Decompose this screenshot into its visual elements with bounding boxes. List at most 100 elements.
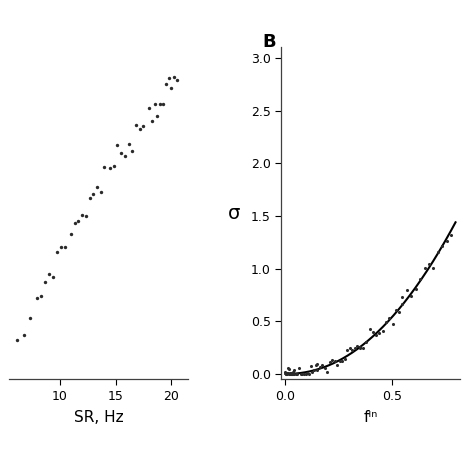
Point — [300, 370, 308, 378]
Point — [438, 242, 446, 249]
Point — [363, 338, 370, 346]
Point — [290, 366, 298, 374]
Point — [46, 270, 53, 278]
Point — [421, 264, 428, 272]
Point — [382, 318, 390, 326]
Point — [54, 248, 61, 255]
Point — [288, 370, 296, 378]
Point — [283, 369, 291, 377]
Point — [319, 361, 326, 369]
Point — [90, 191, 97, 198]
Point — [284, 369, 292, 377]
Point — [392, 306, 400, 314]
Point — [344, 346, 351, 354]
Point — [86, 194, 93, 201]
Point — [290, 370, 298, 378]
Point — [399, 300, 406, 308]
X-axis label: SR, Hz: SR, Hz — [74, 410, 124, 425]
Point — [443, 237, 451, 245]
Point — [302, 370, 310, 378]
Point — [313, 361, 321, 368]
Point — [412, 285, 419, 293]
Point — [71, 219, 78, 227]
Point — [369, 328, 377, 336]
Point — [351, 345, 359, 352]
Point — [50, 273, 57, 281]
Point — [447, 231, 455, 238]
Point — [154, 112, 161, 120]
Point — [114, 142, 121, 149]
Point — [346, 344, 354, 352]
Point — [106, 164, 114, 172]
Point — [385, 314, 393, 322]
Point — [323, 369, 331, 376]
Point — [328, 356, 336, 364]
Point — [282, 369, 289, 376]
Point — [286, 369, 293, 377]
Point — [310, 366, 318, 374]
Point — [326, 359, 334, 366]
Point — [403, 286, 410, 293]
Point — [316, 364, 324, 371]
Point — [165, 75, 173, 82]
Point — [313, 366, 321, 374]
Point — [93, 183, 101, 191]
Point — [128, 147, 136, 155]
Point — [82, 212, 90, 220]
Point — [373, 331, 380, 339]
Point — [309, 368, 316, 375]
Point — [78, 211, 86, 219]
Point — [132, 121, 140, 129]
Point — [434, 248, 442, 256]
Point — [375, 329, 383, 337]
Point — [42, 279, 49, 286]
Point — [288, 370, 295, 378]
Point — [289, 368, 297, 376]
Point — [136, 125, 144, 133]
Point — [282, 370, 290, 378]
Point — [173, 76, 181, 84]
Point — [341, 355, 348, 362]
Point — [408, 292, 415, 300]
Point — [293, 370, 301, 377]
Point — [74, 218, 82, 225]
Point — [389, 320, 396, 328]
Point — [295, 365, 303, 372]
Point — [20, 332, 28, 339]
Point — [285, 370, 292, 378]
Point — [416, 275, 424, 283]
Point — [290, 370, 297, 378]
Point — [307, 363, 314, 370]
Point — [356, 344, 364, 351]
Point — [37, 292, 45, 300]
Point — [303, 369, 311, 377]
Point — [356, 344, 364, 351]
Point — [305, 370, 313, 378]
Point — [67, 230, 75, 237]
X-axis label: fᴵⁿ: fᴵⁿ — [363, 410, 378, 425]
Point — [399, 293, 406, 301]
Point — [283, 370, 290, 378]
Text: B: B — [262, 33, 276, 51]
Point — [334, 361, 341, 369]
Point — [425, 260, 433, 268]
Point — [110, 162, 118, 170]
Point — [354, 342, 361, 350]
Point — [336, 357, 344, 365]
Y-axis label: σ: σ — [228, 204, 240, 223]
Point — [321, 364, 328, 372]
Point — [331, 357, 338, 365]
Point — [348, 346, 356, 354]
Point — [171, 73, 178, 81]
Point — [13, 337, 21, 344]
Point — [146, 104, 153, 111]
Point — [26, 314, 33, 322]
Point — [140, 122, 147, 130]
Point — [289, 370, 296, 378]
Point — [100, 164, 108, 171]
Point — [379, 328, 386, 335]
Point — [118, 149, 125, 156]
Point — [299, 370, 306, 378]
Point — [292, 370, 299, 378]
Point — [148, 117, 155, 125]
